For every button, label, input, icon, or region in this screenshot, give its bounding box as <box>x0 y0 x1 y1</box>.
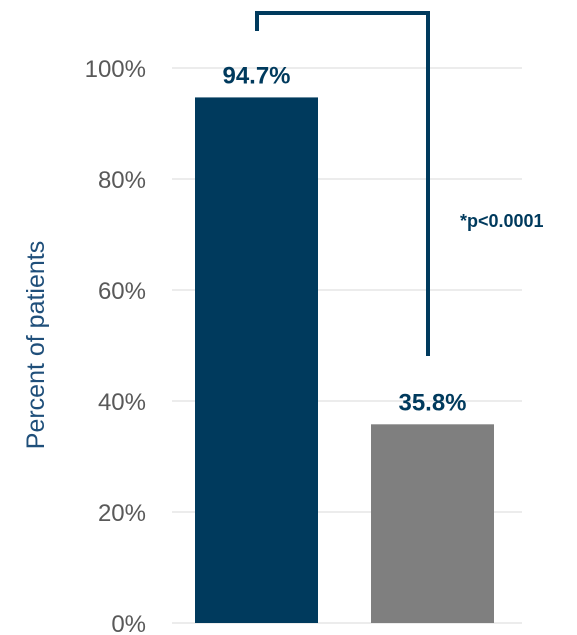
y-tick-label: 40% <box>98 389 146 416</box>
significance-annotation: *p<0.0001 <box>255 11 544 356</box>
y-tick-label: 60% <box>98 278 146 305</box>
data-label: 35.8% <box>398 389 466 416</box>
data-labels: 94.7% 35.8% <box>222 62 466 416</box>
significance-text: *p<0.0001 <box>460 211 544 231</box>
y-axis-label: Percent of patients <box>22 241 50 449</box>
significance-bracket <box>255 11 430 356</box>
y-tick-label: 0% <box>111 611 146 635</box>
y-axis-ticks: 0% 20% 40% 60% 80% 100% <box>85 56 146 635</box>
bar <box>371 424 494 623</box>
y-tick-label: 100% <box>85 56 146 83</box>
bar <box>195 97 318 624</box>
bars <box>195 97 494 624</box>
y-tick-label: 20% <box>98 500 146 527</box>
data-label: 94.7% <box>222 62 290 89</box>
y-tick-label: 80% <box>98 167 146 194</box>
